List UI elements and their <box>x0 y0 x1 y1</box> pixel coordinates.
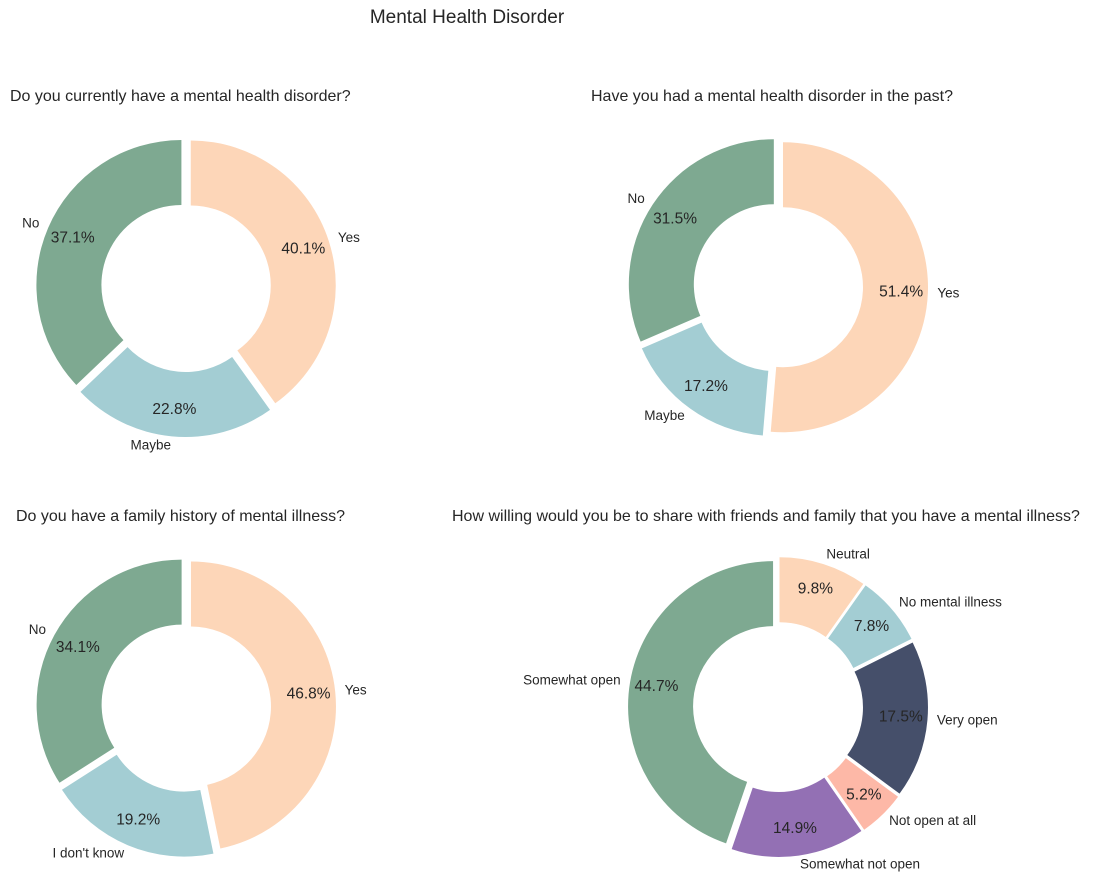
donut-4-slice-not-open-at-all <box>827 758 899 830</box>
donut-2-percent-no: 31.5% <box>653 210 697 227</box>
donut-2-label-maybe: Maybe <box>644 408 685 423</box>
donut-4-label-neutral: Neutral <box>826 547 870 562</box>
donut-4-label-somewhat-open: Somewhat open <box>523 672 621 687</box>
donut-4-label-very-open: Very open <box>937 712 998 727</box>
donut-1-percent-yes: 40.1% <box>281 240 325 257</box>
donut-4-percent-very-open: 17.5% <box>879 709 923 726</box>
donut-1-slice-maybe <box>80 347 271 437</box>
donut-4-percent-not-open-at-all: 5.2% <box>846 787 882 804</box>
donut-2-percent-maybe: 17.2% <box>684 378 728 395</box>
donut-2-slice-yes <box>770 142 928 433</box>
donut-2-slice-maybe <box>641 322 769 436</box>
donut-1-slice-yes <box>190 140 336 404</box>
donut-3-percent-i-don-t-know: 19.2% <box>116 812 160 829</box>
donut-4-slice-somewhat-open <box>628 561 774 844</box>
donut-1-label-yes: Yes <box>338 230 360 245</box>
donut-1-label-maybe: Maybe <box>130 437 171 452</box>
donut-3-label-no: No <box>29 622 46 637</box>
donut-2-percent-yes: 51.4% <box>879 283 923 300</box>
donut-3-percent-yes: 46.8% <box>287 686 331 703</box>
donut-3-slice-no <box>36 559 182 783</box>
donut-1-percent-maybe: 22.8% <box>152 401 196 418</box>
donut-2-slice-no <box>628 139 774 342</box>
donut-3-slice-yes <box>190 561 336 849</box>
donut-4-label-not-open-at-all: Not open at all <box>889 813 976 828</box>
donut-4-label-no-mental-illness: No mental illness <box>899 595 1002 610</box>
donut-4-slice-no-mental-illness <box>828 585 912 668</box>
donut-4-percent-somewhat-open: 44.7% <box>634 678 678 695</box>
donut-3-slice-i-don-t-know <box>61 754 214 857</box>
donut-4-slice-very-open <box>847 642 928 794</box>
chart-title-past-disorder: Have you had a mental health disorder in… <box>591 88 954 105</box>
donut-3-label-i-don-t-know: I don't know <box>52 846 124 861</box>
donut-4-slice-somewhat-not-open <box>731 777 862 857</box>
donut-3-label-yes: Yes <box>345 682 367 697</box>
donut-3-percent-no: 34.1% <box>56 639 100 656</box>
donut-2-label-yes: Yes <box>937 285 959 300</box>
donut-4-slice-neutral <box>779 557 864 637</box>
donut-4-percent-no-mental-illness: 7.8% <box>854 618 890 635</box>
donut-1-slice-no <box>36 140 182 385</box>
donut-4-label-somewhat-not-open: Somewhat not open <box>800 857 920 872</box>
chart-title-current-disorder: Do you currently have a mental health di… <box>10 88 351 105</box>
chart-title-willingness-to-share: How willing would you be to share with f… <box>452 508 1080 525</box>
donut-1-percent-no: 37.1% <box>51 230 95 247</box>
donut-2-label-no: No <box>628 191 645 206</box>
donut-4-percent-somewhat-not-open: 14.9% <box>773 820 817 837</box>
chart-title-family-history: Do you have a family history of mental i… <box>16 508 346 525</box>
donut-1-label-no: No <box>22 216 39 231</box>
figure-title: Mental Health Disorder <box>369 7 565 28</box>
donut-4-percent-neutral: 9.8% <box>798 581 834 598</box>
